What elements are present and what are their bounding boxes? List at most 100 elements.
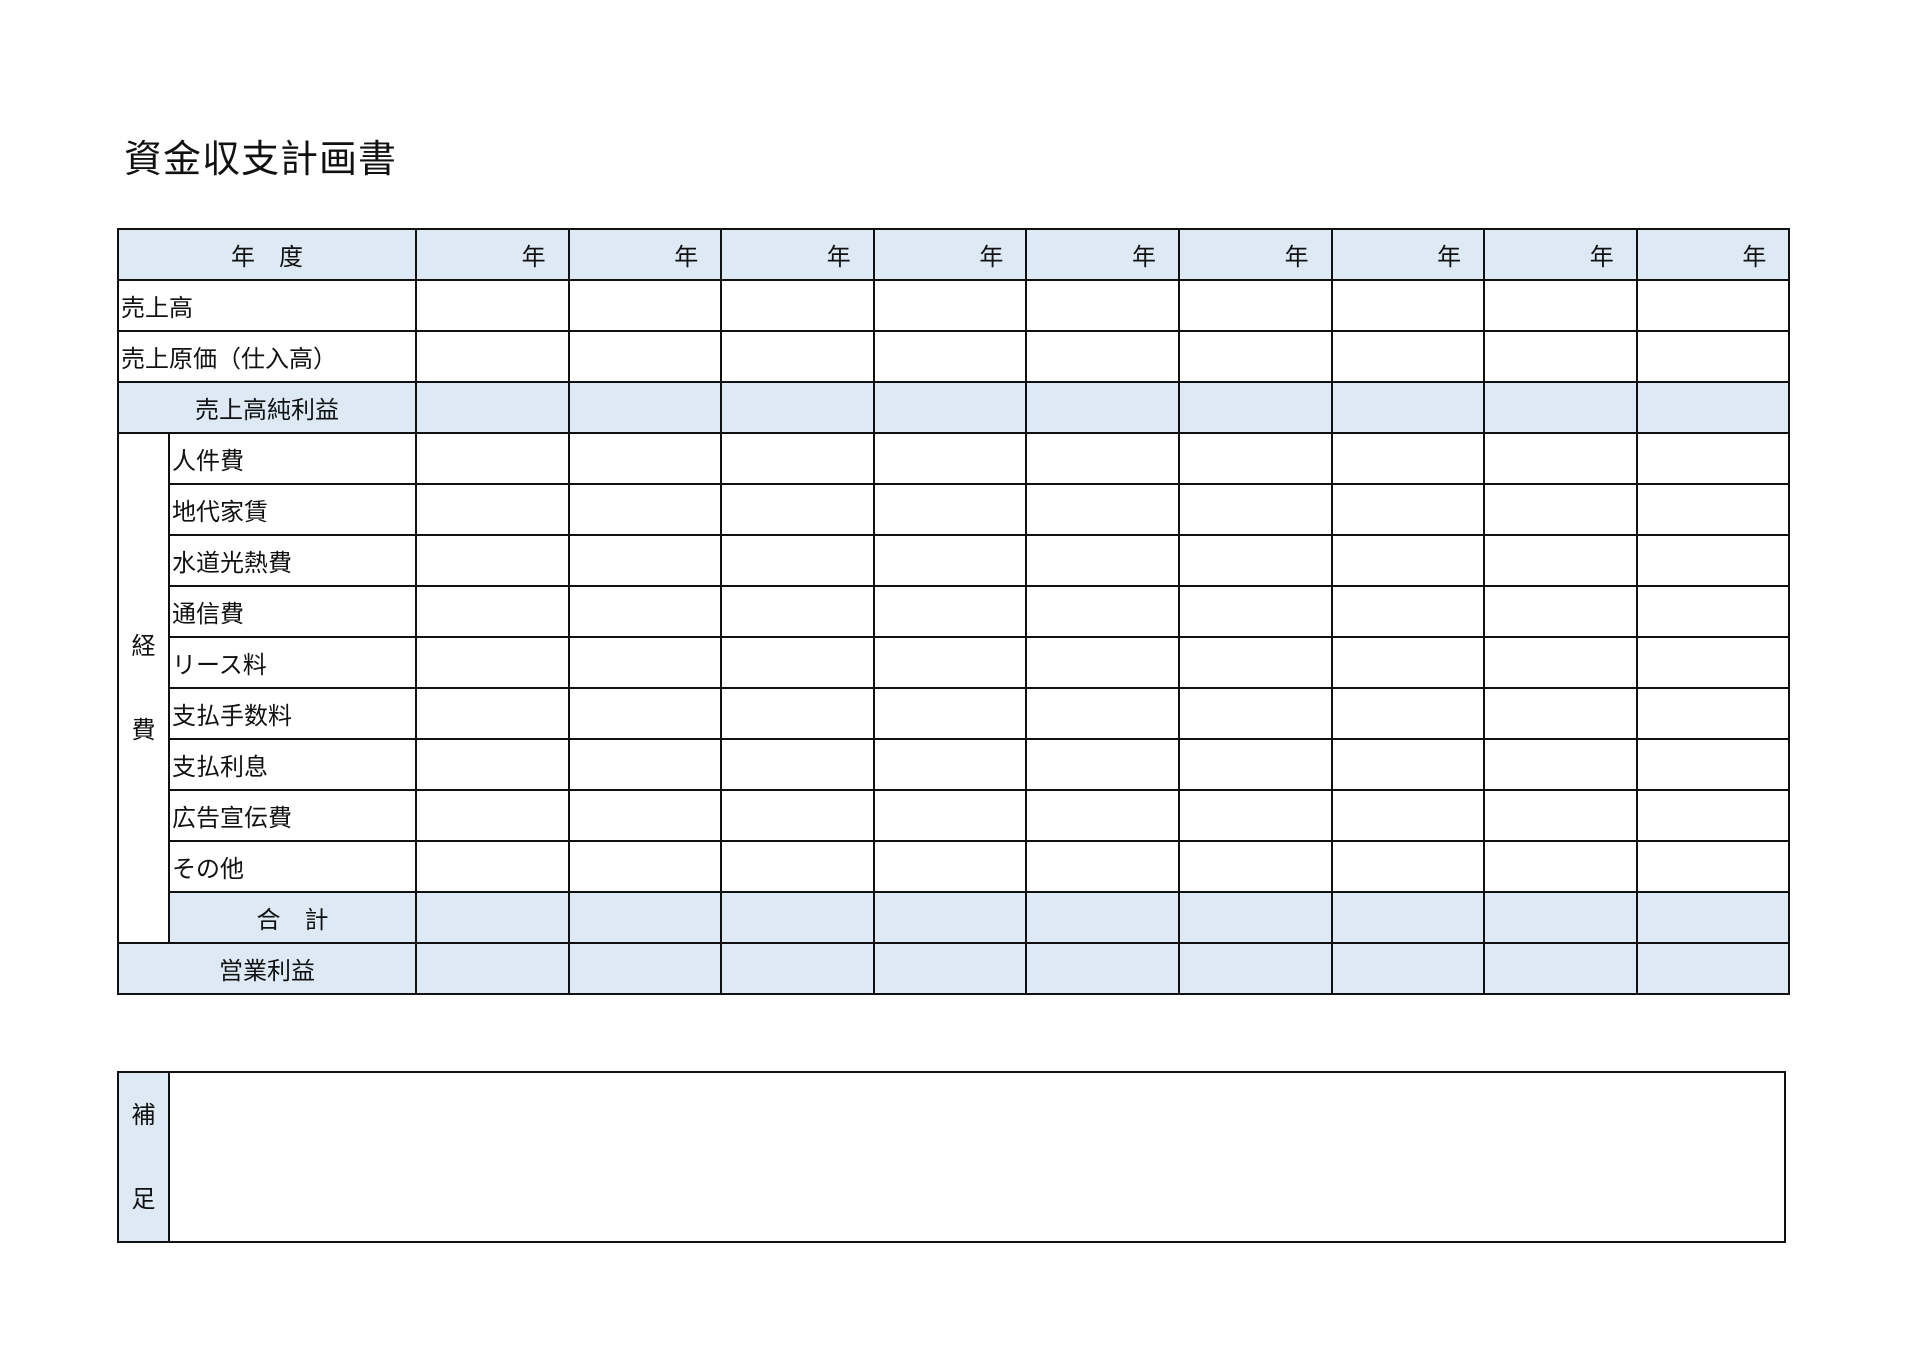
year-cell[interactable]: 年 <box>720 228 875 281</box>
value-cell[interactable] <box>1025 483 1180 536</box>
value-cell[interactable] <box>1635 330 1791 383</box>
value-cell[interactable] <box>1483 738 1638 791</box>
value-cell[interactable] <box>1635 381 1791 434</box>
value-cell[interactable] <box>1025 789 1180 842</box>
value-cell[interactable] <box>872 534 1028 587</box>
value-cell[interactable] <box>1025 636 1180 689</box>
value-cell[interactable] <box>872 279 1028 332</box>
value-cell[interactable] <box>415 330 570 383</box>
value-cell[interactable] <box>1635 738 1791 791</box>
value-cell[interactable] <box>1177 789 1333 842</box>
value-cell[interactable] <box>720 840 875 893</box>
value-cell[interactable] <box>567 279 723 332</box>
value-cell[interactable] <box>720 330 875 383</box>
value-cell[interactable] <box>415 432 570 485</box>
value-cell[interactable] <box>1177 381 1333 434</box>
value-cell[interactable] <box>872 483 1028 536</box>
notes-field[interactable] <box>168 1071 1786 1243</box>
value-cell[interactable] <box>872 687 1028 740</box>
year-cell[interactable]: 年 <box>1483 228 1638 281</box>
value-cell[interactable] <box>1330 279 1486 332</box>
value-cell[interactable] <box>1635 942 1791 995</box>
value-cell[interactable] <box>567 381 723 434</box>
value-cell[interactable] <box>1177 534 1333 587</box>
value-cell[interactable] <box>1025 381 1180 434</box>
value-cell[interactable] <box>1177 636 1333 689</box>
value-cell[interactable] <box>1483 840 1638 893</box>
value-cell[interactable] <box>1025 738 1180 791</box>
value-cell[interactable] <box>1330 942 1486 995</box>
value-cell[interactable] <box>415 687 570 740</box>
value-cell[interactable] <box>720 942 875 995</box>
value-cell[interactable] <box>1330 381 1486 434</box>
year-cell[interactable]: 年 <box>1025 228 1180 281</box>
year-cell[interactable]: 年 <box>1330 228 1486 281</box>
value-cell[interactable] <box>1025 942 1180 995</box>
value-cell[interactable] <box>1635 279 1791 332</box>
value-cell[interactable] <box>1635 483 1791 536</box>
value-cell[interactable] <box>1330 891 1486 944</box>
value-cell[interactable] <box>720 432 875 485</box>
value-cell[interactable] <box>1483 534 1638 587</box>
value-cell[interactable] <box>567 687 723 740</box>
value-cell[interactable] <box>1025 432 1180 485</box>
value-cell[interactable] <box>415 585 570 638</box>
value-cell[interactable] <box>1330 636 1486 689</box>
value-cell[interactable] <box>1177 585 1333 638</box>
value-cell[interactable] <box>720 687 875 740</box>
year-cell[interactable]: 年 <box>872 228 1028 281</box>
value-cell[interactable] <box>872 432 1028 485</box>
value-cell[interactable] <box>1330 432 1486 485</box>
value-cell[interactable] <box>1483 483 1638 536</box>
value-cell[interactable] <box>415 381 570 434</box>
value-cell[interactable] <box>1635 687 1791 740</box>
value-cell[interactable] <box>1025 330 1180 383</box>
value-cell[interactable] <box>567 636 723 689</box>
value-cell[interactable] <box>1483 891 1638 944</box>
value-cell[interactable] <box>1025 840 1180 893</box>
year-cell[interactable]: 年 <box>567 228 723 281</box>
value-cell[interactable] <box>720 381 875 434</box>
value-cell[interactable] <box>1330 738 1486 791</box>
value-cell[interactable] <box>567 789 723 842</box>
value-cell[interactable] <box>415 279 570 332</box>
value-cell[interactable] <box>720 738 875 791</box>
value-cell[interactable] <box>720 891 875 944</box>
value-cell[interactable] <box>872 789 1028 842</box>
value-cell[interactable] <box>415 636 570 689</box>
value-cell[interactable] <box>872 330 1028 383</box>
value-cell[interactable] <box>415 738 570 791</box>
value-cell[interactable] <box>1177 942 1333 995</box>
value-cell[interactable] <box>415 483 570 536</box>
value-cell[interactable] <box>1330 687 1486 740</box>
value-cell[interactable] <box>872 381 1028 434</box>
value-cell[interactable] <box>1025 279 1180 332</box>
value-cell[interactable] <box>872 891 1028 944</box>
value-cell[interactable] <box>567 330 723 383</box>
value-cell[interactable] <box>1330 840 1486 893</box>
value-cell[interactable] <box>872 636 1028 689</box>
value-cell[interactable] <box>567 585 723 638</box>
value-cell[interactable] <box>1635 432 1791 485</box>
value-cell[interactable] <box>1025 534 1180 587</box>
value-cell[interactable] <box>1483 330 1638 383</box>
value-cell[interactable] <box>1025 687 1180 740</box>
value-cell[interactable] <box>1177 483 1333 536</box>
value-cell[interactable] <box>1025 585 1180 638</box>
value-cell[interactable] <box>567 942 723 995</box>
year-cell[interactable]: 年 <box>1177 228 1333 281</box>
value-cell[interactable] <box>720 279 875 332</box>
value-cell[interactable] <box>1177 738 1333 791</box>
value-cell[interactable] <box>1177 840 1333 893</box>
value-cell[interactable] <box>1177 330 1333 383</box>
value-cell[interactable] <box>1483 432 1638 485</box>
value-cell[interactable] <box>1483 585 1638 638</box>
value-cell[interactable] <box>720 789 875 842</box>
value-cell[interactable] <box>567 840 723 893</box>
value-cell[interactable] <box>872 738 1028 791</box>
value-cell[interactable] <box>1635 585 1791 638</box>
value-cell[interactable] <box>415 840 570 893</box>
value-cell[interactable] <box>1177 279 1333 332</box>
value-cell[interactable] <box>1330 585 1486 638</box>
value-cell[interactable] <box>567 891 723 944</box>
